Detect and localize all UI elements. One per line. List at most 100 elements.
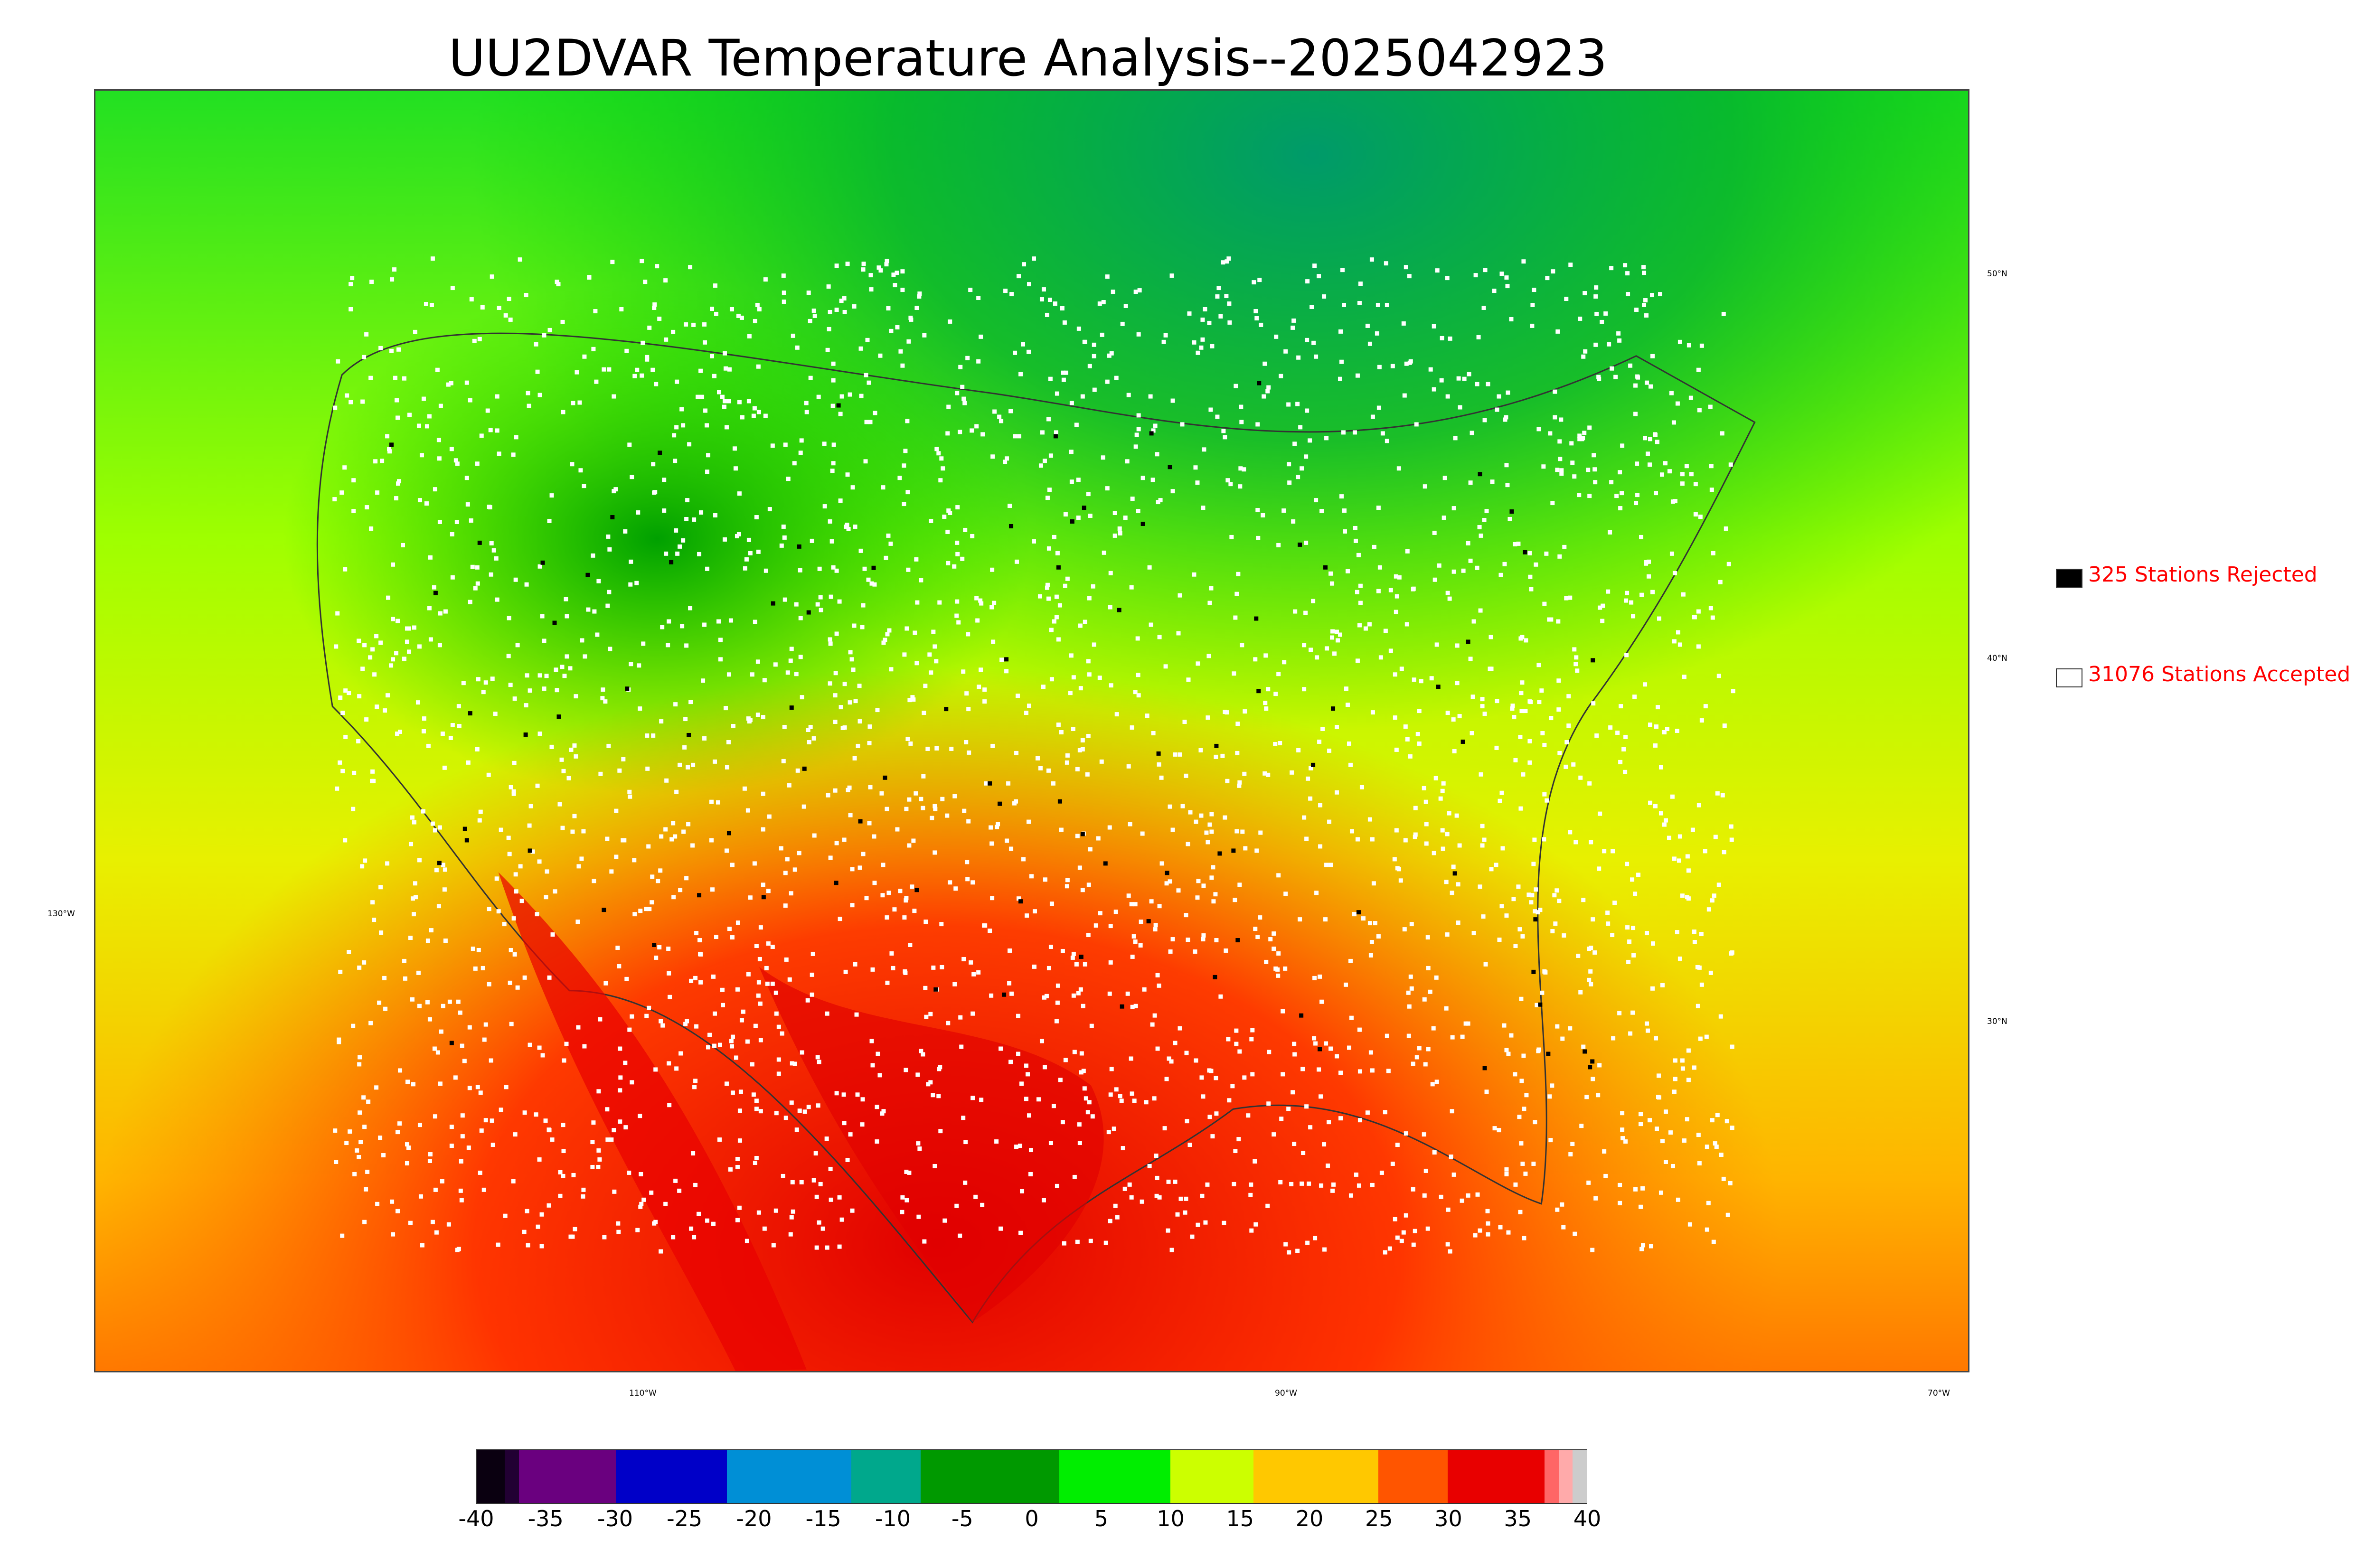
station-marker	[808, 376, 813, 380]
station-marker	[1468, 480, 1473, 485]
station-marker	[1184, 913, 1188, 918]
station-marker	[468, 600, 472, 604]
station-marker	[1358, 583, 1363, 588]
station-marker	[717, 1137, 722, 1142]
station-marker	[647, 907, 652, 911]
station-marker	[819, 608, 823, 612]
station-marker	[1134, 432, 1139, 437]
station-marker	[509, 1022, 514, 1026]
station-marker	[1149, 622, 1153, 627]
station-marker	[506, 836, 511, 840]
station-marker	[889, 951, 894, 956]
station-marker	[1304, 836, 1309, 841]
station-marker	[674, 1066, 679, 1071]
station-marker	[1041, 1198, 1046, 1202]
station-marker	[405, 1142, 409, 1147]
station-marker	[1102, 550, 1106, 555]
station-marker	[1148, 394, 1153, 399]
station-marker	[1242, 1075, 1247, 1080]
station-marker	[495, 394, 499, 399]
station-marker	[716, 800, 720, 805]
station-marker	[1166, 1179, 1171, 1184]
station-marker	[1677, 858, 1681, 863]
station-marker	[1663, 1159, 1668, 1164]
station-marker	[1178, 1196, 1183, 1201]
rejected-station-marker	[944, 707, 949, 712]
station-marker	[1222, 1221, 1226, 1225]
station-marker	[1242, 467, 1246, 472]
station-marker	[1433, 776, 1438, 780]
station-marker	[351, 807, 356, 811]
station-marker	[924, 1014, 929, 1019]
rejected-legend-label: 325 Stations Rejected	[2088, 563, 2317, 587]
station-marker	[937, 600, 942, 605]
station-marker	[1065, 753, 1070, 758]
station-marker	[410, 815, 415, 820]
station-marker	[425, 939, 430, 943]
station-marker	[407, 626, 411, 631]
station-marker	[1345, 569, 1350, 573]
station-marker	[579, 856, 584, 861]
station-marker	[1601, 603, 1605, 608]
station-marker	[774, 1111, 779, 1116]
station-marker	[1581, 354, 1586, 359]
station-marker	[1441, 516, 1446, 520]
station-marker	[1669, 551, 1674, 556]
station-marker	[902, 502, 906, 507]
station-marker	[1196, 1222, 1200, 1227]
rejected-station-marker	[1591, 658, 1595, 663]
station-marker	[333, 405, 338, 410]
station-marker	[1686, 1048, 1691, 1053]
station-marker	[490, 676, 495, 681]
station-marker	[1170, 827, 1175, 832]
station-marker	[1444, 880, 1449, 884]
station-marker	[1578, 775, 1583, 780]
station-marker	[1509, 317, 1514, 321]
station-marker	[527, 823, 532, 828]
station-marker	[507, 616, 511, 620]
station-marker	[1422, 1132, 1426, 1137]
station-marker	[1456, 882, 1460, 887]
station-marker	[999, 657, 1004, 662]
station-marker	[883, 638, 887, 642]
station-marker	[1107, 991, 1112, 996]
station-marker	[1486, 1232, 1490, 1237]
station-marker	[1534, 562, 1538, 567]
station-marker	[1017, 434, 1022, 439]
station-marker	[576, 864, 581, 869]
station-marker	[1684, 464, 1689, 469]
station-marker	[1338, 1070, 1343, 1075]
station-marker	[945, 813, 950, 818]
station-marker	[754, 1107, 759, 1111]
station-marker	[581, 1194, 585, 1199]
station-marker	[1108, 1219, 1112, 1223]
station-marker	[1660, 1139, 1665, 1144]
station-marker	[630, 475, 634, 479]
station-marker	[942, 1218, 947, 1223]
station-marker	[974, 596, 979, 601]
station-marker	[928, 1012, 933, 1016]
station-marker	[755, 713, 760, 717]
station-marker	[1221, 429, 1226, 433]
station-marker	[420, 1243, 424, 1248]
station-marker	[391, 617, 396, 621]
station-marker	[1016, 1052, 1021, 1056]
station-marker	[1167, 1056, 1171, 1061]
station-marker	[1715, 1113, 1720, 1117]
station-marker	[1353, 538, 1358, 543]
station-marker	[1209, 812, 1214, 817]
station-marker	[897, 476, 902, 480]
station-marker	[554, 667, 558, 672]
station-marker	[1587, 977, 1592, 982]
station-marker	[1136, 427, 1141, 432]
station-marker	[801, 804, 806, 809]
station-marker	[638, 706, 642, 711]
station-marker	[942, 515, 947, 519]
station-marker	[1671, 420, 1676, 425]
station-marker	[1517, 1115, 1522, 1119]
station-marker	[334, 644, 339, 649]
station-marker	[917, 1146, 922, 1151]
station-marker	[344, 1141, 349, 1145]
station-marker	[1730, 1044, 1734, 1049]
station-marker	[966, 632, 970, 637]
